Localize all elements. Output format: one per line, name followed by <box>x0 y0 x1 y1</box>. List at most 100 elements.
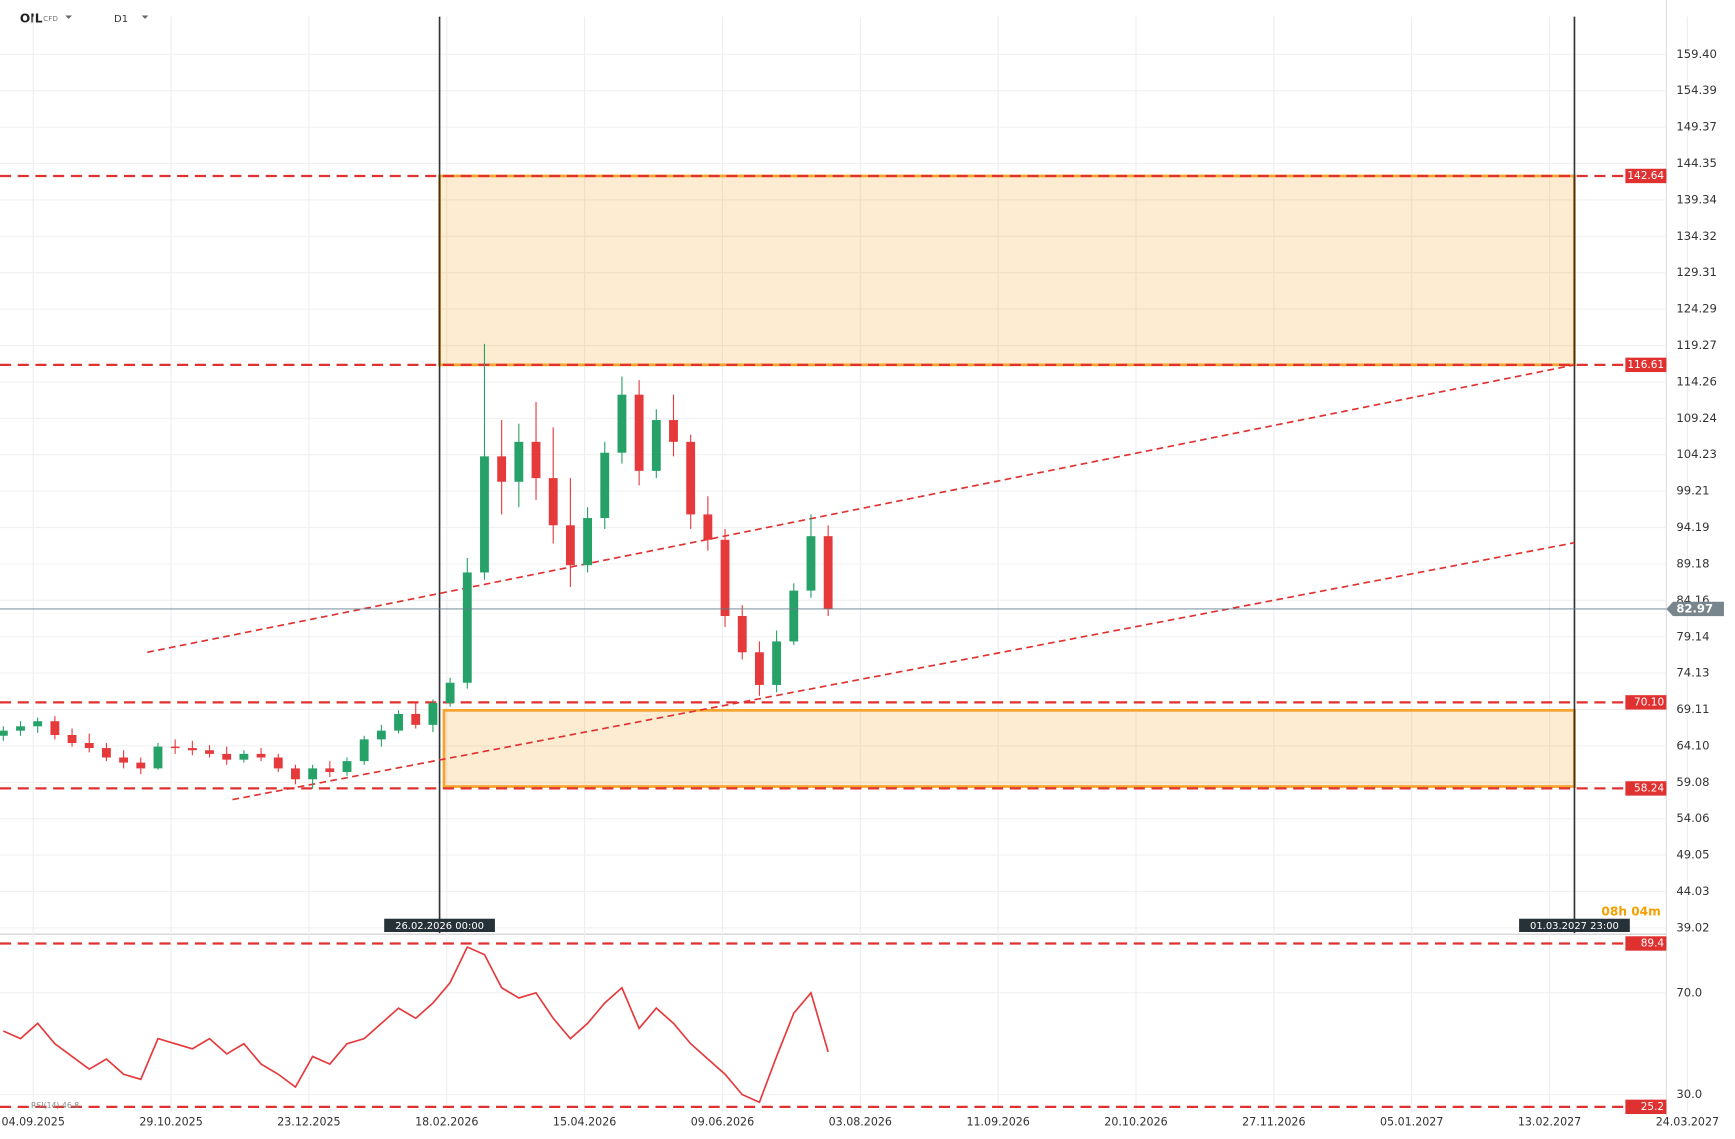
candle-body <box>33 721 43 727</box>
y-tick-label: 129.31 <box>1676 265 1717 279</box>
candle-body <box>651 420 661 471</box>
y-tick-label: 114.26 <box>1676 374 1717 388</box>
symbol-dropdown[interactable] <box>65 15 72 19</box>
candle-body <box>480 456 489 573</box>
y-tick-label: 149.37 <box>1676 120 1717 134</box>
y-tick-label: 109.24 <box>1676 411 1717 425</box>
candle-body <box>376 730 386 740</box>
candle-body <box>617 394 627 453</box>
candle-body <box>514 441 524 482</box>
candle-body <box>136 762 146 769</box>
candle-body <box>256 753 266 758</box>
candle-body <box>0 730 8 736</box>
zone <box>438 174 1576 367</box>
x-tick-label: 15.04.2026 <box>553 1115 616 1128</box>
symbol[interactable]: OIL <box>20 11 43 25</box>
candle-body <box>119 757 129 763</box>
level-tag <box>1625 1099 1667 1115</box>
interval-dropdown[interactable] <box>141 15 149 19</box>
x-tick-label: 27.11.2026 <box>1242 1115 1305 1128</box>
x-tick-label: 04.09.2025 <box>2 1115 65 1128</box>
level-label: 116.61 <box>1627 359 1664 371</box>
candle-body <box>600 452 610 519</box>
rsi-line <box>2 945 829 1104</box>
timer: 08h 04m <box>1601 905 1660 919</box>
x-tick-label: 03.08.2026 <box>829 1115 892 1128</box>
candle-body <box>823 536 833 609</box>
candle-body <box>308 768 318 780</box>
candle-body <box>445 682 455 704</box>
y-tick-label: 54.06 <box>1676 811 1709 825</box>
level-label: 142.64 <box>1627 170 1664 182</box>
marker-label-bg <box>384 918 495 933</box>
zone <box>442 708 1576 788</box>
candle-body <box>411 713 421 725</box>
y-tick-label: 144.35 <box>1676 156 1717 170</box>
candle-body <box>273 757 283 769</box>
trendline <box>232 541 1575 801</box>
candle-body <box>359 739 369 762</box>
y-tick-label: 64.10 <box>1676 738 1709 752</box>
candle-body <box>548 478 558 526</box>
x-tick-label: 09.06.2026 <box>691 1115 754 1128</box>
candle-body <box>205 750 214 754</box>
level-label: 25.2 <box>1641 1101 1664 1113</box>
candle-body <box>720 539 730 617</box>
level-tag <box>1625 936 1667 951</box>
candle-body <box>187 748 197 751</box>
candle-body <box>772 641 782 685</box>
candle-body <box>153 746 163 769</box>
x-tick-label: 20.10.2026 <box>1104 1115 1167 1128</box>
candle-body <box>497 456 507 482</box>
candle-body <box>239 753 249 760</box>
interval[interactable]: D1 <box>114 14 128 25</box>
y-tick-label: 39.02 <box>1676 920 1709 934</box>
level-tag <box>1625 695 1667 710</box>
x-tick-label: 18.02.2026 <box>415 1115 478 1128</box>
candle-body <box>342 761 352 773</box>
y-tick-label: 89.18 <box>1676 556 1709 570</box>
x-tick-label: 23.12.2025 <box>277 1115 340 1128</box>
candle-body <box>394 713 403 731</box>
y-tick-label: 104.23 <box>1676 447 1717 461</box>
level-tag <box>1625 357 1667 373</box>
candle-body <box>84 742 94 749</box>
y-tick-label: 59.08 <box>1676 775 1709 789</box>
y-tick-label: 139.34 <box>1676 192 1717 206</box>
badge: CFD <box>43 14 58 23</box>
candle-body <box>325 768 335 773</box>
candle-body <box>754 652 764 685</box>
candle-body <box>101 748 111 758</box>
trendline <box>147 364 1575 654</box>
last-price-tag <box>1666 601 1724 617</box>
candle-body <box>737 616 747 653</box>
y-tick-label: 124.29 <box>1676 302 1717 316</box>
marker-label: 26.02.2026 00:00 <box>395 921 484 932</box>
y-tick-label: 49.05 <box>1676 848 1709 862</box>
x-tick-label: 29.10.2025 <box>139 1115 202 1128</box>
y-tick-label: 99.21 <box>1676 484 1709 498</box>
candle-body <box>703 514 713 540</box>
candle-body <box>222 753 232 760</box>
x-tick-label: 13.02.2027 <box>1518 1115 1581 1128</box>
y-tick-label: 69.11 <box>1676 702 1709 716</box>
y-tick-label: 30.0 <box>1676 1087 1702 1101</box>
candle-body <box>67 735 77 743</box>
last-price-label: 82.97 <box>1676 601 1713 615</box>
candle-body <box>583 518 593 566</box>
y-tick-label: 79.14 <box>1676 629 1709 643</box>
marker-label: 01.03.2027 23:00 <box>1530 921 1619 932</box>
y-tick-label: 154.39 <box>1676 83 1717 97</box>
y-tick-label: 44.03 <box>1676 884 1709 898</box>
level-tag <box>1625 168 1667 184</box>
y-tick-label: 159.40 <box>1676 47 1717 61</box>
candle-body <box>462 572 472 683</box>
candle-body <box>428 703 438 725</box>
x-tick-label: 05.01.2027 <box>1380 1115 1443 1128</box>
rsi-label: RSI(14) 46.8 <box>31 1101 79 1110</box>
candle-body <box>806 536 816 591</box>
marker-label-bg <box>1519 918 1630 933</box>
candle-body <box>291 768 300 780</box>
y-tick-label: 74.13 <box>1676 666 1709 680</box>
candle-body <box>634 394 644 471</box>
